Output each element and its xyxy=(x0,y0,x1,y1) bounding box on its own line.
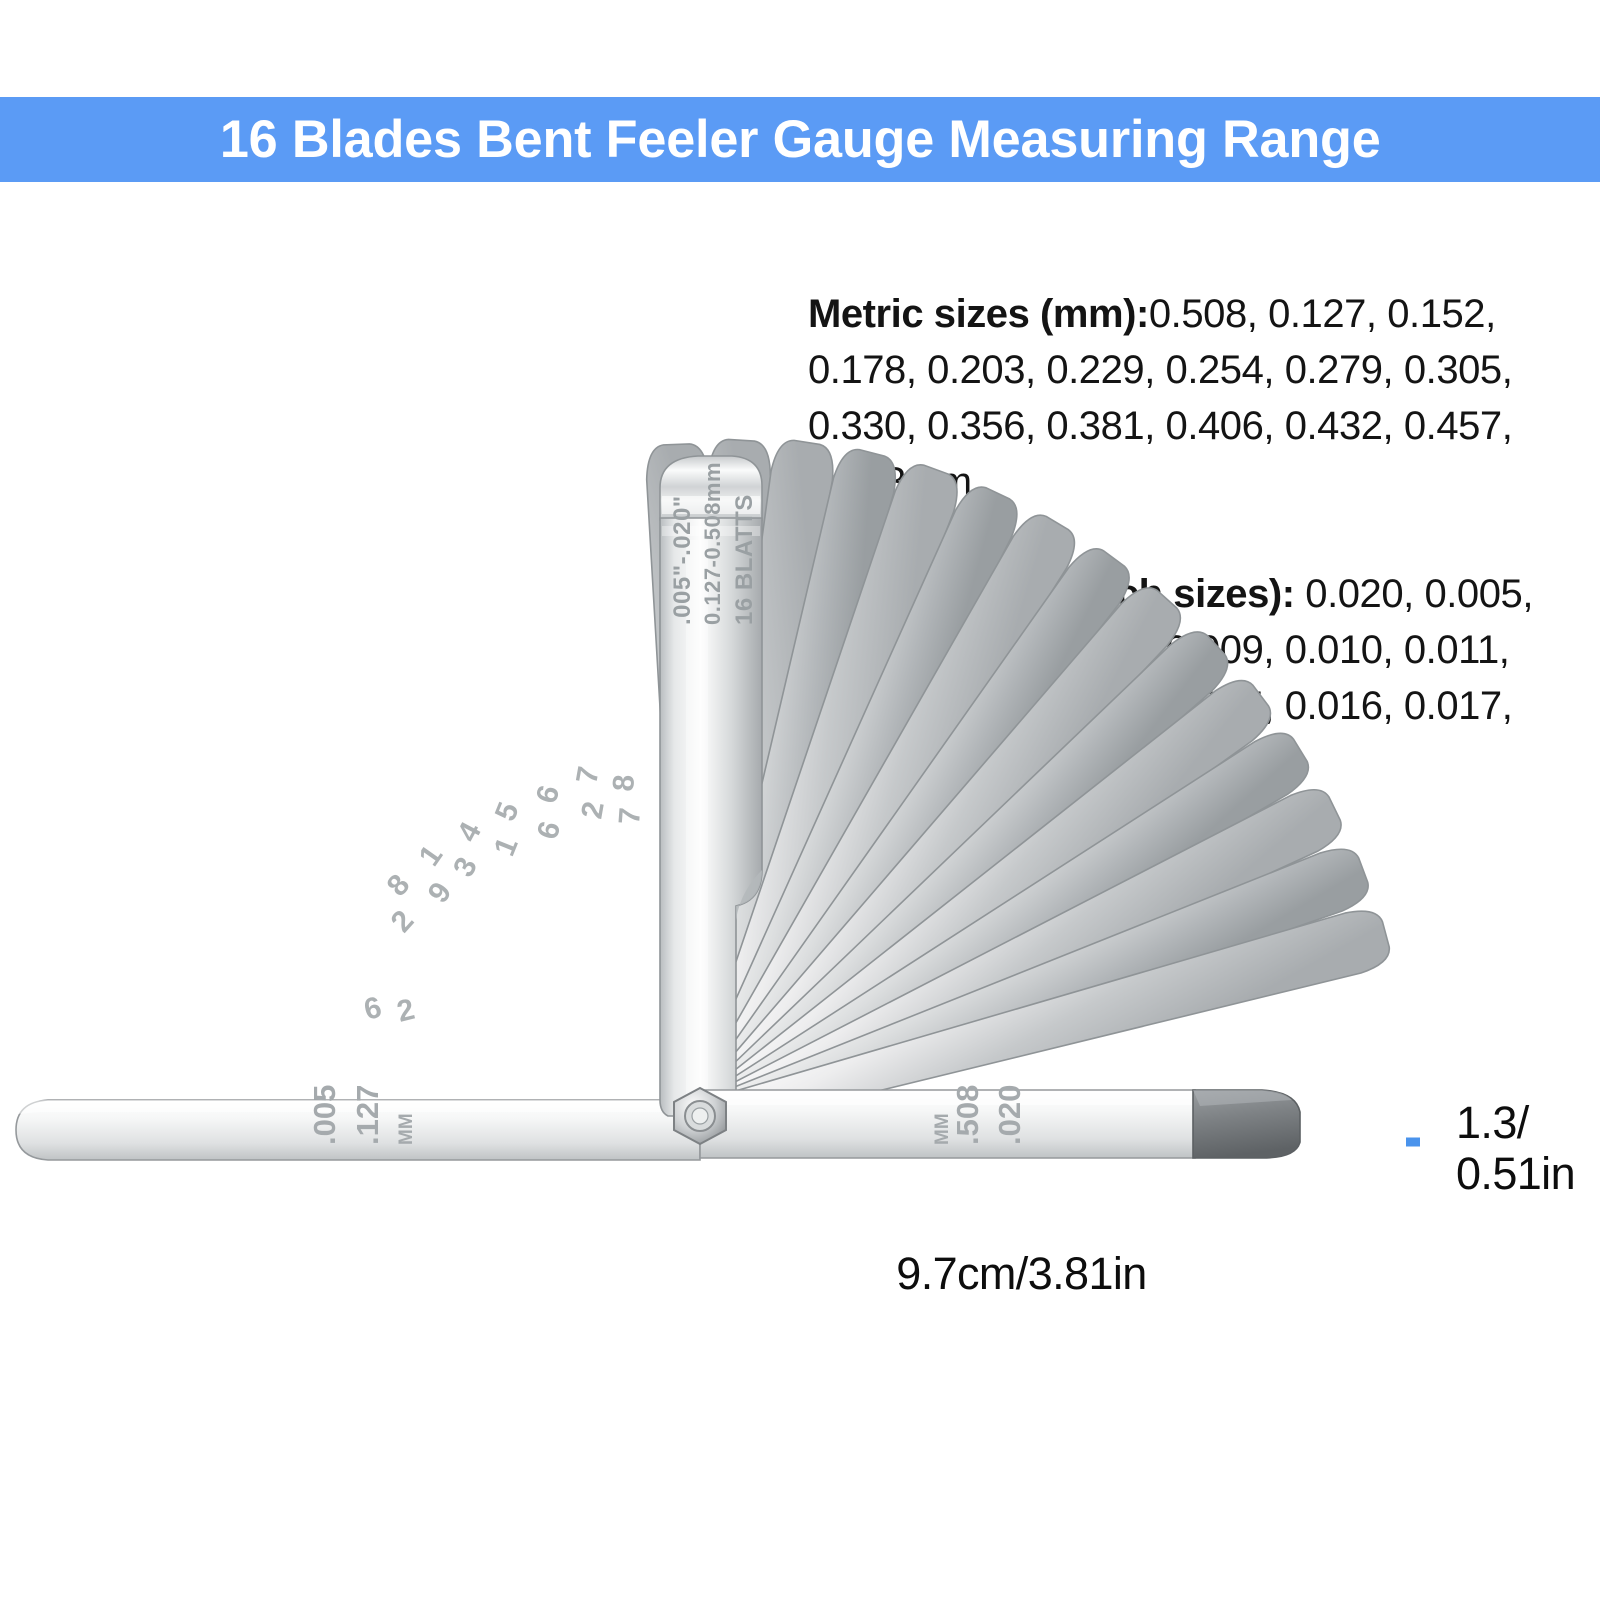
width-dimension-label: 9.7cm/3.81in xyxy=(896,1248,1147,1299)
left-measuring-blade xyxy=(15,1099,701,1161)
handle-engraving: .005"-.020" 0.127-0.508mm 16 BLATTS xyxy=(669,462,758,625)
height-dimension-label-line1: 1.3/ xyxy=(1456,1097,1529,1148)
right-blade-metric-marking: .508 xyxy=(950,1085,985,1145)
metric-sizes-label: Metric sizes (mm): xyxy=(808,292,1149,336)
left-blade-unit-marking: MM xyxy=(396,1113,417,1145)
right-blade-unit-marking: MM xyxy=(932,1113,953,1145)
fan-digit-6b: 6 xyxy=(531,818,567,843)
fan-digit-1a: 1 xyxy=(488,833,525,861)
handle-engraving-line2: 0.127-0.508mm xyxy=(700,462,725,625)
fan-digit-2b: 2 xyxy=(385,904,421,938)
fan-digit-1b: 1 xyxy=(413,839,450,872)
handle-engraving-line3: 16 BLATTS xyxy=(731,494,758,625)
feeler-gauge-illustration: 8 7 7 2 6 6 5 1 4 3 1 9 8 2 6 2 .005 .12… xyxy=(0,400,1420,1230)
fan-digit-6c: 6 xyxy=(361,991,385,1027)
pivot-bolt xyxy=(673,1086,727,1146)
fan-digit-5: 5 xyxy=(489,798,526,826)
fan-digit-3a: 3 xyxy=(447,852,484,882)
fan-digit-8: 8 xyxy=(607,774,641,793)
right-blade-engraving: .020 .508 MM xyxy=(932,1085,1027,1145)
left-blade-engraving: .005 .127 MM xyxy=(307,1085,417,1145)
fan-digit-8b: 8 xyxy=(381,868,417,902)
handle-engraving-line1: .005"-.020" xyxy=(669,495,696,625)
page-title: 16 Blades Bent Feeler Gauge Measuring Ra… xyxy=(219,110,1381,169)
fan-digit-7b: 7 xyxy=(570,764,605,786)
fan-digit-2c: 2 xyxy=(394,993,418,1029)
fan-digit-2a: 2 xyxy=(575,799,610,821)
height-dimension-line xyxy=(1406,1137,1420,1147)
fan-blade-engravings: 8 7 7 2 6 6 5 1 4 3 1 9 8 2 6 2 xyxy=(361,764,647,1029)
fan-digit-4: 4 xyxy=(451,817,488,848)
right-blade-inch-marking: .020 xyxy=(992,1085,1027,1145)
dimension-annotations xyxy=(1406,1137,1420,1147)
left-blade-inch-marking: .005 xyxy=(307,1085,342,1145)
left-blade-metric-marking: .127 xyxy=(350,1085,385,1145)
fan-digit-6a: 6 xyxy=(530,782,566,807)
right-measuring-blade xyxy=(699,1089,1301,1159)
height-dimension-label-line2: 0.51in xyxy=(1456,1148,1576,1199)
fan-digit-7a: 7 xyxy=(613,807,647,826)
header-banner: 16 Blades Bent Feeler Gauge Measuring Ra… xyxy=(0,97,1600,182)
height-dimension-label: 1.3/ 0.51in xyxy=(1456,1097,1576,1199)
gauge-handle xyxy=(659,455,763,1117)
fan-digit-9: 9 xyxy=(422,876,459,909)
